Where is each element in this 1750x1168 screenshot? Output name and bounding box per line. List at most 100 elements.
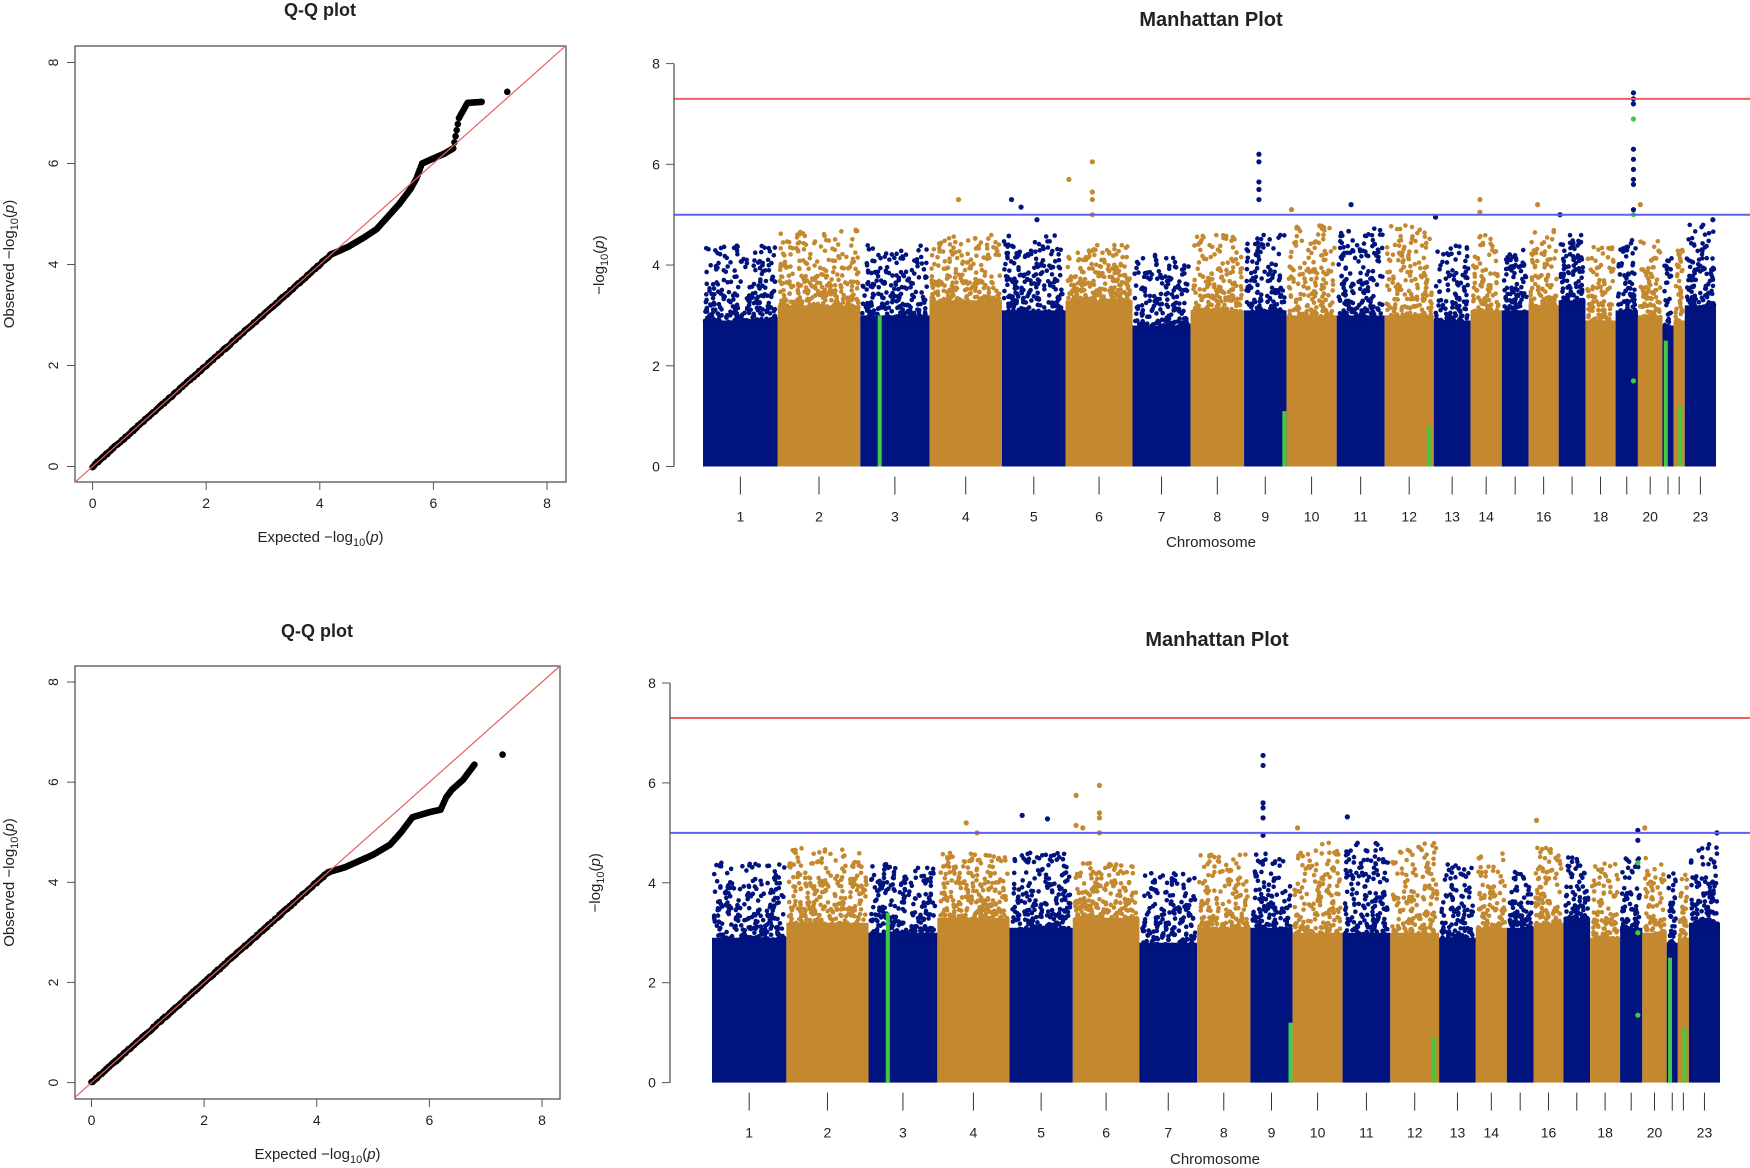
snp-point xyxy=(1299,238,1305,244)
snp-point xyxy=(778,261,784,267)
snp-point xyxy=(1297,228,1303,234)
snp-point xyxy=(1493,258,1499,264)
snp-point xyxy=(1357,247,1363,252)
snp-point xyxy=(1684,256,1690,261)
snp-point xyxy=(1687,222,1693,228)
snp-point xyxy=(1337,297,1343,302)
snp-point xyxy=(1657,309,1662,315)
x-tick-label: 2 xyxy=(202,495,210,511)
snp-point xyxy=(1385,283,1390,289)
snp-point xyxy=(1304,268,1309,273)
snp-point xyxy=(996,252,1002,258)
snp-point xyxy=(1219,289,1225,295)
snp-point xyxy=(1662,288,1667,294)
snp-point xyxy=(763,278,769,284)
snp-point xyxy=(738,321,743,327)
x-tick-label: 4 xyxy=(316,495,324,511)
snp-point xyxy=(1174,294,1180,300)
snp-point xyxy=(1399,305,1405,311)
snp-point xyxy=(1691,283,1697,289)
snp-point xyxy=(1032,239,1038,245)
snp-point xyxy=(1480,276,1486,282)
snp-point xyxy=(1354,242,1360,248)
snp-point xyxy=(1199,297,1204,303)
snp-point xyxy=(1266,313,1272,318)
snp-point xyxy=(1377,232,1383,237)
snp-point xyxy=(1384,245,1390,250)
snp-point xyxy=(1404,311,1410,316)
snp-point xyxy=(1238,254,1244,260)
snp-point xyxy=(853,266,858,272)
snp-point xyxy=(757,265,763,271)
snp-point xyxy=(894,251,899,257)
chromosome-2-snps xyxy=(777,305,861,467)
snp-point xyxy=(1417,227,1423,233)
snp-point xyxy=(853,227,859,233)
snp-point xyxy=(716,260,721,266)
snp-point xyxy=(1184,282,1190,287)
chromosome-19-snps xyxy=(1615,310,1638,467)
snp-point xyxy=(1171,288,1176,293)
snp-point xyxy=(1404,304,1409,310)
snp-point xyxy=(1619,263,1624,268)
snp-point xyxy=(1286,284,1292,290)
snp-point xyxy=(1077,278,1083,284)
snp-point xyxy=(1649,296,1654,302)
snp-point xyxy=(1346,228,1352,234)
snp-point xyxy=(1586,288,1591,294)
snp-point xyxy=(1332,245,1337,251)
snp-point xyxy=(703,245,709,251)
snp-point xyxy=(1537,274,1543,279)
snp-point xyxy=(1035,302,1041,308)
snp-point xyxy=(1609,246,1615,252)
snp-point xyxy=(880,280,886,285)
snp-point xyxy=(1691,299,1697,304)
snp-point xyxy=(1166,266,1172,272)
snp-point xyxy=(767,249,773,254)
snp-point xyxy=(1376,315,1382,321)
snp-point xyxy=(1192,283,1198,288)
y-tick-label: 8 xyxy=(45,58,61,66)
snp-point xyxy=(742,323,748,328)
snp-point xyxy=(1320,236,1326,242)
snp-point xyxy=(1127,276,1132,281)
snp-point xyxy=(1106,249,1112,255)
snp-point xyxy=(807,255,813,261)
snp-point xyxy=(1594,272,1600,278)
y-axis-label: Observed −log10(p) xyxy=(1,818,21,947)
snp-point xyxy=(1464,292,1469,298)
snp-point xyxy=(1162,328,1167,333)
chromosome-23-snps xyxy=(1684,305,1716,467)
snp-point xyxy=(1676,278,1682,284)
snp-point xyxy=(725,279,730,285)
snp-point xyxy=(1675,248,1681,254)
snp-point xyxy=(1317,298,1322,303)
snp-point xyxy=(980,280,985,285)
snp-point xyxy=(845,266,851,271)
chromosome-label: 12 xyxy=(1401,509,1417,525)
snp-point xyxy=(889,252,895,257)
snp-point xyxy=(1173,265,1179,270)
snp-point xyxy=(1198,240,1203,245)
snp-point xyxy=(766,320,772,326)
snp-point xyxy=(1229,306,1234,312)
snp-point xyxy=(1370,237,1376,243)
snp-point xyxy=(829,307,835,312)
qq-point xyxy=(471,761,478,768)
snp-point xyxy=(731,245,737,251)
snp-point xyxy=(1435,249,1440,254)
snp-point xyxy=(750,291,756,296)
y-tick-label: 8 xyxy=(652,56,660,72)
top-hit-snp xyxy=(1018,204,1024,210)
qq-point xyxy=(452,132,459,140)
snp-point xyxy=(823,297,828,303)
snp-point xyxy=(860,301,866,307)
y-tick-label: 4 xyxy=(45,260,61,268)
snp-point xyxy=(971,261,976,267)
snp-point xyxy=(1398,287,1404,293)
snp-point xyxy=(900,272,906,278)
snp-point xyxy=(1319,265,1324,271)
chromosome-label: 4 xyxy=(962,509,970,525)
snp-point xyxy=(1398,268,1404,273)
snp-point xyxy=(1598,284,1603,290)
